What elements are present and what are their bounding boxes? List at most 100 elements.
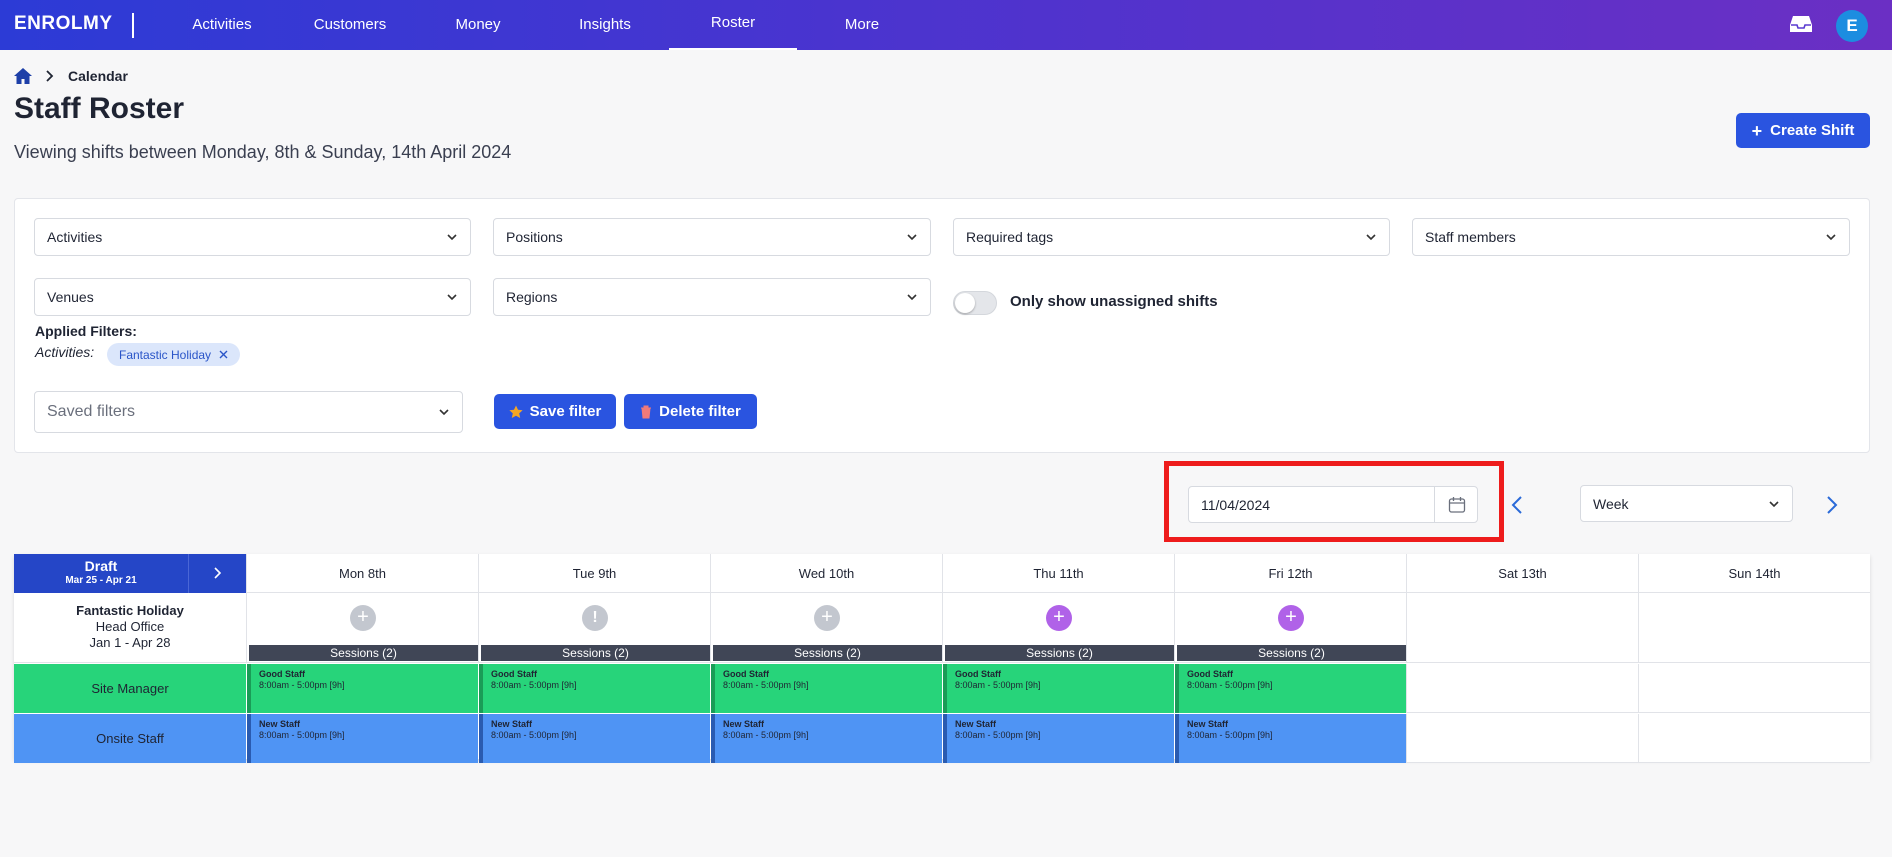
regions-select-label: Regions [506, 289, 558, 305]
shift-staff: Good Staff [491, 669, 537, 679]
view-mode-label: Week [1593, 495, 1629, 512]
positions-select[interactable]: Positions [493, 218, 931, 256]
day-header: Sat 13th [1406, 554, 1638, 593]
shift-time: 8:00am - 5:00pm [9h] [723, 730, 809, 740]
shift-staff: New Staff [955, 719, 997, 729]
shift-staff: Good Staff [955, 669, 1001, 679]
page-title: Staff Roster [14, 92, 185, 125]
chevron-down-icon [1366, 234, 1376, 241]
add-shift-button[interactable]: + [1278, 605, 1304, 631]
chevron-down-icon [907, 234, 917, 241]
add-shift-button[interactable]: + [1046, 605, 1072, 631]
shift-card[interactable]: Good Staff 8:00am - 5:00pm [9h] [711, 664, 942, 713]
applied-filter-chip-label: Fantastic Holiday [119, 347, 212, 362]
chevron-down-icon [447, 234, 457, 241]
chevron-down-icon [1826, 234, 1836, 241]
venues-select-label: Venues [47, 289, 94, 305]
shift-time: 8:00am - 5:00pm [9h] [1187, 680, 1273, 690]
day-header: Mon 8th [246, 554, 478, 593]
saved-filters-placeholder: Saved filters [47, 403, 136, 420]
shift-card[interactable]: New Staff 8:00am - 5:00pm [9h] [247, 714, 478, 763]
role-onsite-staff: Onsite Staff [14, 714, 246, 763]
sessions-bar[interactable]: Sessions (2) [713, 645, 942, 661]
nav-money[interactable]: Money [455, 16, 501, 33]
home-icon[interactable] [14, 68, 32, 84]
shift-time: 8:00am - 5:00pm [9h] [955, 680, 1041, 690]
empty-session-cell [1638, 593, 1870, 663]
session-cell: + Sessions (2) [710, 593, 942, 663]
saved-filters-select[interactable]: Saved filters [34, 391, 463, 433]
activities-select[interactable]: Activities [34, 218, 471, 256]
date-highlight-box [1164, 461, 1504, 542]
date-input-divider [1434, 487, 1435, 522]
draft-next-button[interactable] [188, 554, 246, 593]
avatar[interactable]: E [1836, 10, 1868, 42]
breadcrumb: Calendar [14, 66, 128, 86]
role-site-manager: Site Manager [14, 664, 246, 713]
nav-more[interactable]: More [844, 16, 880, 33]
chevron-down-icon [447, 294, 457, 301]
view-mode-select[interactable]: Week [1580, 485, 1793, 522]
activity-dates: Jan 1 - Apr 28 [89, 635, 171, 650]
date-input[interactable]: 11/04/2024 [1188, 486, 1478, 523]
shift-card[interactable]: New Staff 8:00am - 5:00pm [9h] [711, 714, 942, 763]
empty-shift-cell[interactable] [1638, 664, 1870, 713]
empty-shift-cell[interactable] [1406, 714, 1638, 763]
activity-info: Fantastic Holiday Head Office Jan 1 - Ap… [14, 593, 246, 663]
shift-card[interactable]: Good Staff 8:00am - 5:00pm [9h] [479, 664, 710, 713]
nav-activities[interactable]: Activities [192, 16, 252, 33]
session-cell: + Sessions (2) [246, 593, 478, 663]
create-shift-button[interactable]: + Create Shift [1736, 113, 1870, 148]
shift-card[interactable]: New Staff 8:00am - 5:00pm [9h] [1175, 714, 1406, 763]
empty-shift-cell[interactable] [1406, 664, 1638, 713]
nav-insights[interactable]: Insights [579, 16, 631, 33]
add-shift-button[interactable]: + [814, 605, 840, 631]
shift-card[interactable]: New Staff 8:00am - 5:00pm [9h] [943, 714, 1174, 763]
day-header: Sun 14th [1638, 554, 1870, 593]
activity-venue: Head Office [95, 619, 165, 634]
required-tags-select[interactable]: Required tags [953, 218, 1390, 256]
sessions-bar[interactable]: Sessions (2) [249, 645, 478, 661]
sessions-bar[interactable]: Sessions (2) [481, 645, 710, 661]
logo[interactable]: ENROLMY [14, 13, 113, 34]
next-week-icon[interactable] [1821, 494, 1841, 516]
draft-period[interactable]: Draft Mar 25 - Apr 21 [14, 554, 188, 593]
empty-session-cell [1406, 593, 1638, 663]
logo-divider [132, 13, 134, 38]
unassigned-toggle[interactable] [953, 291, 997, 315]
shift-card[interactable]: New Staff 8:00am - 5:00pm [9h] [479, 714, 710, 763]
sessions-bar[interactable]: Sessions (2) [1177, 645, 1406, 661]
nav-customers[interactable]: Customers [313, 16, 387, 33]
warning-icon[interactable]: ! [582, 605, 608, 631]
session-cell: + Sessions (2) [1174, 593, 1406, 663]
applied-filters-title: Applied Filters: [35, 323, 137, 339]
calendar-icon[interactable] [1448, 496, 1466, 514]
venues-select[interactable]: Venues [34, 278, 471, 316]
nav-roster[interactable]: Roster [669, 0, 797, 50]
close-icon[interactable] [219, 350, 228, 359]
save-filter-button[interactable]: Save filter [494, 394, 616, 429]
shift-card[interactable]: Good Staff 8:00am - 5:00pm [9h] [247, 664, 478, 713]
shift-staff: Good Staff [259, 669, 305, 679]
add-shift-button[interactable]: + [350, 605, 376, 631]
shift-time: 8:00am - 5:00pm [9h] [1187, 730, 1273, 740]
shift-card[interactable]: Good Staff 8:00am - 5:00pm [9h] [943, 664, 1174, 713]
applied-filters-key: Activities: [35, 344, 95, 360]
shift-time: 8:00am - 5:00pm [9h] [259, 680, 345, 690]
empty-shift-cell[interactable] [1638, 714, 1870, 763]
shift-card[interactable]: Good Staff 8:00am - 5:00pm [9h] [1175, 664, 1406, 713]
required-tags-select-label: Required tags [966, 229, 1054, 245]
regions-select[interactable]: Regions [493, 278, 931, 316]
previous-week-icon[interactable] [1508, 494, 1528, 516]
inbox-icon[interactable] [1790, 14, 1812, 34]
delete-filter-button[interactable]: Delete filter [624, 394, 757, 429]
chevron-down-icon [907, 294, 917, 301]
staff-members-select[interactable]: Staff members [1412, 218, 1850, 256]
sessions-bar[interactable]: Sessions (2) [945, 645, 1174, 661]
activity-name: Fantastic Holiday [76, 603, 184, 618]
unassigned-toggle-label: Only show unassigned shifts [1010, 293, 1218, 310]
star-icon [509, 405, 523, 418]
day-header: Fri 12th [1174, 554, 1406, 593]
breadcrumb-current: Calendar [68, 68, 128, 84]
shift-time: 8:00am - 5:00pm [9h] [723, 680, 809, 690]
